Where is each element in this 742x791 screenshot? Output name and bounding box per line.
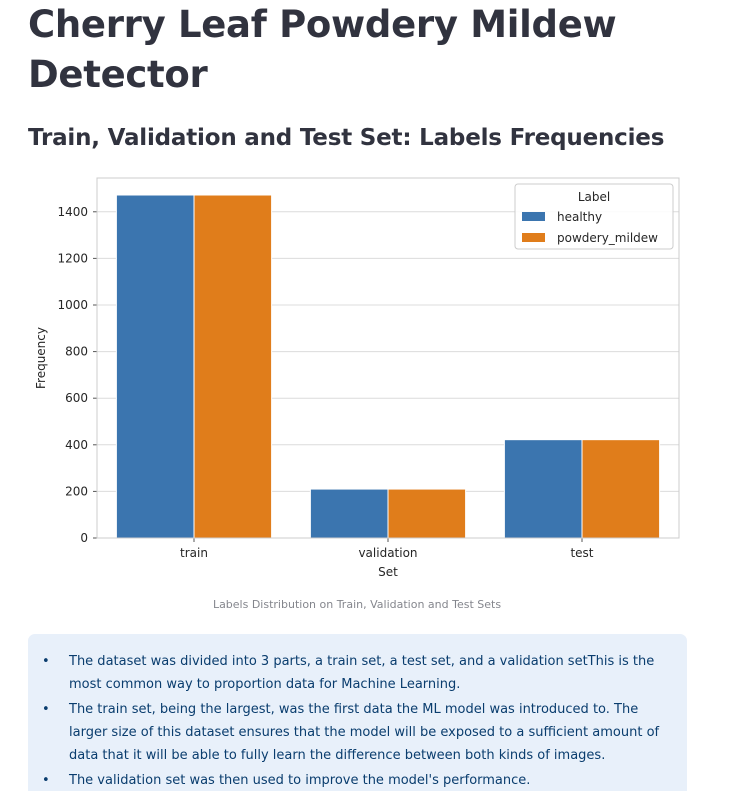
y-tick-label: 600 [65,391,88,405]
legend-swatch-powdery_mildew [522,233,545,242]
y-tick-label: 1000 [57,298,88,312]
app-title: Cherry Leaf Powdery Mildew Detector [28,3,617,96]
section-title: Train, Validation and Test Set: Labels F… [28,125,665,151]
info-item-3: The validation set was then used to impr… [42,769,673,791]
y-tick-label: 1200 [57,251,88,265]
labels-frequency-chart: 0 200 400 600 800 1000 1200 1400 train validation… [28,168,708,588]
legend-title: Label [578,190,610,204]
y-tick-label: 400 [65,438,88,452]
info-list: The dataset was divided into 3 parts, a … [42,650,673,791]
bar-powdery_mildew-validation [387,488,467,539]
chart-caption: Labels Distribution on Train, Validation… [212,598,502,611]
y-tick-label: 200 [65,484,88,498]
bar-chart-svg: 0 200 400 600 800 1000 1200 1400 train validation… [34,177,680,579]
bar-healthy-train [115,194,195,539]
bar-powdery_mildew-train [193,194,273,539]
bar-powdery_mildew-test [581,439,661,539]
x-tick-label-train: train [180,546,208,560]
x-axis-label: Set [378,565,398,579]
legend-swatch-healthy [522,212,545,221]
y-tick-label: 800 [65,345,88,359]
legend-label-healthy: healthy [557,210,602,224]
info-item-2: The train set, being the largest, was th… [42,698,673,767]
y-axis-label: Frequency [34,327,48,389]
x-tick-label-validation: validation [358,546,417,560]
y-tick-label: 0 [80,531,88,545]
y-tick-label: 1400 [57,205,88,219]
legend-label-powdery_mildew: powdery_mildew [557,231,658,245]
legend-box [514,183,674,250]
info-box: The dataset was divided into 3 parts, a … [28,634,687,791]
plot-border [96,177,680,539]
x-tick-label-test: test [570,546,593,560]
bar-healthy-test [503,439,583,539]
info-item-1: The dataset was divided into 3 parts, a … [42,650,673,696]
bar-healthy-validation [309,488,389,539]
